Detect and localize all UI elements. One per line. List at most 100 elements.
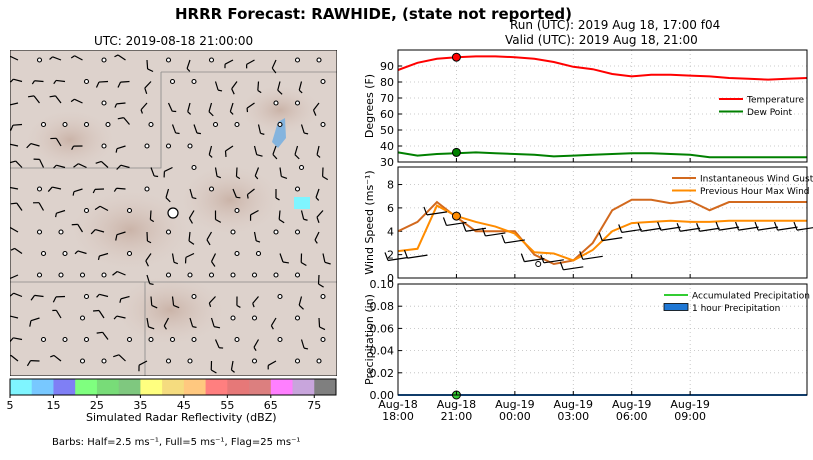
- wind-barb: [313, 102, 320, 111]
- wind-barb: [621, 228, 642, 234]
- calm-marker: [187, 358, 193, 364]
- calm-marker: [58, 229, 64, 235]
- y-tick-label: 90: [380, 60, 394, 73]
- wind-barb: [10, 315, 19, 319]
- series-line: [397, 55, 808, 81]
- calm-marker: [294, 272, 301, 278]
- wind-barb: [10, 354, 19, 362]
- wind-barb: [230, 360, 234, 370]
- current-time-marker: [451, 211, 461, 221]
- wind-barb: [407, 254, 428, 259]
- y-tick-label: 2: [387, 249, 394, 262]
- wind-barb-flag: [260, 132, 265, 135]
- wind-barb: [150, 167, 155, 177]
- wind-barb-flag: [145, 260, 149, 267]
- calm-marker: [212, 121, 219, 128]
- wind-barb: [188, 231, 191, 242]
- wind-barb-flag: [115, 234, 118, 241]
- calm-marker: [36, 272, 43, 278]
- wind-barb: [171, 296, 175, 306]
- wind-barb: [279, 167, 282, 177]
- x-tick-label: Aug-19: [554, 398, 593, 411]
- wind-barb: [52, 186, 62, 190]
- wind-barb: [229, 102, 234, 112]
- wind-barb: [140, 102, 148, 111]
- wind-barb: [39, 159, 45, 168]
- calm-marker: [36, 186, 43, 192]
- calm-marker: [62, 121, 68, 128]
- wind-barb: [10, 55, 19, 61]
- wind-barb: [602, 237, 623, 242]
- wind-barb-flag: [303, 218, 308, 221]
- wind-barb: [12, 123, 23, 126]
- wind-barb-flag: [217, 89, 223, 92]
- barbs-note: Barbs: Half=2.5 ms⁻¹, Full=5 ms⁻¹, Flag=…: [52, 437, 301, 448]
- wind-barb-flag: [70, 55, 75, 59]
- wind-barb-flag: [246, 194, 249, 199]
- wind-barb-flag: [696, 223, 701, 232]
- wind-barb-flag: [278, 218, 285, 224]
- wind-barb-flag: [10, 337, 14, 343]
- wind-barb-flag: [231, 88, 235, 95]
- calm-marker: [40, 336, 47, 343]
- y-axis-label: Wind Speed (ms⁻¹): [363, 170, 376, 274]
- wind-barb: [78, 163, 87, 169]
- wind-barb: [74, 98, 83, 104]
- wind-barb-flag: [481, 227, 486, 237]
- calm-marker: [165, 57, 172, 63]
- wind-barb: [10, 274, 19, 280]
- wind-barb-flag: [773, 221, 779, 231]
- wind-barb-flag: [55, 213, 57, 218]
- wind-barb-flag: [147, 240, 152, 244]
- x-tick-label: Aug-19: [612, 398, 651, 411]
- wind-barb: [146, 59, 149, 70]
- x-tick-label: 06:00: [616, 410, 648, 423]
- wind-barb: [77, 224, 84, 233]
- wind-barb: [277, 81, 281, 91]
- wind-barb: [206, 231, 213, 241]
- wind-barb: [116, 231, 126, 236]
- wind-barb: [116, 315, 126, 319]
- calm-marker: [251, 315, 258, 321]
- wind-barb-flag: [26, 143, 32, 149]
- calm-marker: [208, 186, 215, 192]
- panel-frame: [397, 166, 808, 279]
- x-tick-label: 18:00: [382, 410, 414, 423]
- wind-barb: [10, 226, 19, 233]
- calm-marker: [273, 272, 279, 278]
- wind-barb-flag: [113, 187, 118, 192]
- colorbar-swatch: [183, 379, 207, 395]
- y-axis-label: Degrees (F): [363, 74, 376, 138]
- calm-marker: [294, 358, 301, 364]
- calm-marker: [58, 272, 64, 278]
- wind-barb: [120, 295, 130, 300]
- wind-barb-flag: [71, 145, 75, 150]
- wind-barb: [214, 167, 218, 177]
- panel-1: 30 40 50 60 70 80 90 Degrees (F) Temperature Dew …: [363, 49, 808, 169]
- panel-2: 0 2 4 6 8 Wind Speed (ms⁻¹) Instantaneous Wind…: [363, 166, 813, 285]
- wind-barb-flag: [113, 315, 118, 320]
- wind-barb: [267, 360, 277, 366]
- colorbar-swatch: [227, 379, 250, 395]
- colorbar-swatch: [75, 379, 98, 395]
- radar-map: [10, 50, 337, 376]
- wind-barb-flag: [735, 221, 740, 231]
- wind-barb-flag: [93, 309, 100, 312]
- legend-label: Temperature: [746, 96, 804, 106]
- wind-barb: [189, 188, 193, 198]
- wind-barb: [186, 59, 191, 69]
- calm-marker: [101, 100, 107, 106]
- wind-barb: [171, 124, 177, 134]
- wind-barb: [149, 210, 152, 220]
- wind-barb: [188, 210, 195, 219]
- calm-marker: [191, 78, 197, 85]
- wind-barb: [13, 292, 23, 298]
- wind-barb-flag: [119, 298, 122, 303]
- colorbar-swatch: [249, 379, 272, 395]
- wind-barb-flag: [579, 251, 584, 260]
- legend-label: Dew Point: [747, 108, 793, 118]
- current-time-marker: [451, 147, 461, 157]
- wind-barb-flag: [231, 369, 235, 373]
- colorbar-swatch: [10, 379, 33, 395]
- run-time-label: Run (UTC): 2019 Aug 18, 17:00 f04: [510, 18, 721, 32]
